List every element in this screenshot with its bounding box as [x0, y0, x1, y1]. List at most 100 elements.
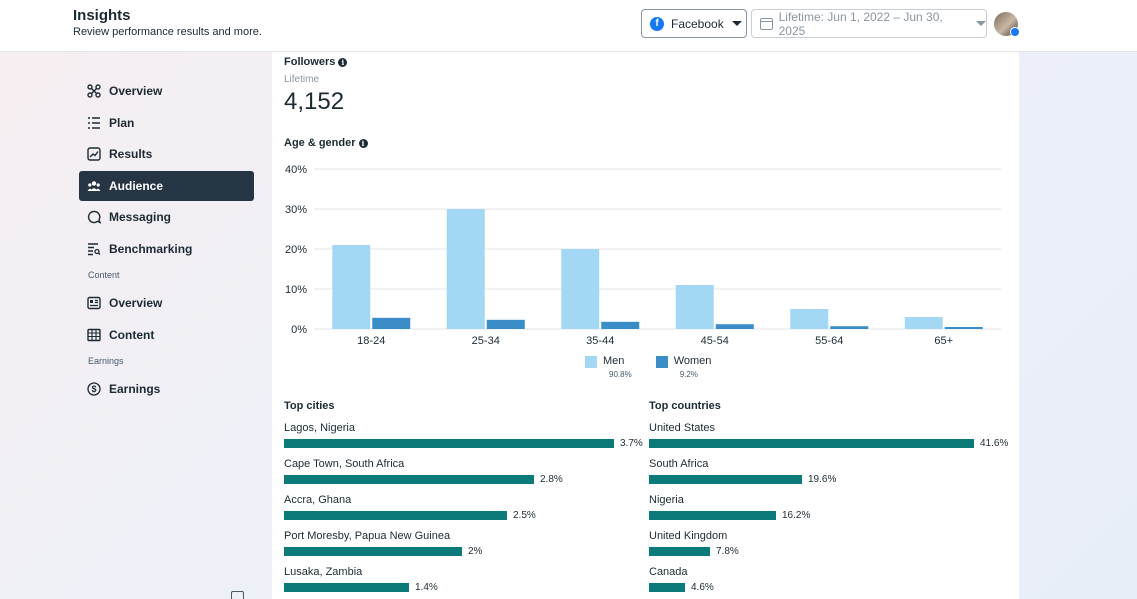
list-item: Lagos, Nigeria 3.7%	[284, 422, 644, 458]
bar-women	[486, 319, 525, 329]
list-item-bar	[284, 546, 462, 556]
list-item-value: 16.2%	[782, 509, 811, 521]
list-item-label: Port Moresby, Papua New Guinea	[284, 530, 451, 542]
x-tick-label: 45-54	[701, 335, 729, 347]
y-tick-label: 10%	[285, 284, 307, 296]
list-item: Port Moresby, Papua New Guinea 2%	[284, 530, 644, 566]
list-item-value: 7.8%	[716, 545, 739, 557]
list-item-bar	[649, 438, 974, 448]
platform-label: Facebook	[671, 16, 724, 31]
message-icon	[87, 210, 101, 225]
audience-panel: Followers i Lifetime 4,152 Age & gender i …	[272, 52, 1019, 599]
list-item: United States 41.6%	[649, 422, 1009, 458]
list-item-bar-wrap: 2.5%	[284, 508, 644, 522]
sidebar-item-content[interactable]: Content	[79, 320, 254, 350]
list-item-bar	[649, 510, 776, 520]
top-cities-list: Top cities Lagos, Nigeria 3.7% Cape Town, …	[284, 400, 644, 599]
list-item-bar-wrap: 16.2%	[649, 508, 1009, 522]
list-item-value: 41.6%	[980, 437, 1009, 449]
bar-men	[904, 317, 943, 329]
list-item-label: United Kingdom	[649, 530, 728, 542]
legend-label: Women	[673, 355, 712, 367]
sidebar-item-label: Earnings	[109, 381, 161, 396]
sidebar-item-content-overview[interactable]: Overview	[79, 288, 254, 318]
legend-swatch-men	[585, 356, 597, 368]
list-item-label: Lagos, Nigeria	[284, 422, 355, 434]
x-tick-label: 35-44	[586, 335, 614, 347]
list-item-label: Lusaka, Zambia	[284, 566, 363, 578]
y-tick-label: 0%	[291, 324, 307, 336]
list-item-bar-wrap: 19.6%	[649, 472, 1009, 486]
x-tick-label: 25-34	[472, 335, 500, 347]
list-item: Cape Town, South Africa 2.8%	[284, 458, 644, 494]
list-item-label: Nigeria	[649, 494, 684, 506]
list-item-value: 4.6%	[691, 581, 714, 593]
sidebar-item-label: Overview	[109, 84, 163, 98]
platform-dropdown[interactable]: f Facebook	[641, 9, 747, 38]
network-icon	[87, 84, 101, 98]
sidebar-item-results[interactable]: Results	[79, 139, 254, 169]
list-item-bar	[649, 474, 802, 484]
bar-women	[601, 321, 640, 329]
list-item-value: 3.7%	[620, 437, 643, 449]
facebook-icon: f	[650, 16, 664, 31]
info-icon[interactable]: i	[358, 139, 368, 148]
x-tick-label: 55-64	[815, 335, 843, 347]
list-item-bar-wrap: 2%	[284, 544, 644, 558]
list-item-label: Canada	[649, 566, 688, 578]
list-item-label: United States	[649, 422, 716, 434]
sidebar-item-plan[interactable]: Plan	[79, 108, 254, 138]
bar-women	[715, 324, 754, 329]
facebook-badge-icon	[1010, 27, 1020, 37]
sidebar-item-earnings[interactable]: $ Earnings	[79, 374, 254, 404]
info-icon[interactable]: i	[338, 58, 348, 67]
age-gender-chart: 40% 30% 20% 10% 0% 18-24 25-34 35-44 45-54 55-64 6…	[285, 164, 1001, 347]
date-range-label: Lifetime: Jun 1, 2022 – Jun 30, 2025	[778, 9, 943, 38]
bar-women	[372, 317, 411, 329]
date-range-dropdown[interactable]: Lifetime: Jun 1, 2022 – Jun 30, 2025	[751, 9, 987, 38]
list-item: Lusaka, Zambia 1.4%	[284, 566, 644, 599]
collapse-sidebar-icon[interactable]	[231, 591, 244, 599]
list-item-bar-wrap: 4.6%	[649, 580, 1009, 594]
age-gender-title: Age & gender	[284, 137, 356, 149]
sidebar-item-label: Benchmarking	[109, 241, 193, 256]
sidebar-item-label: Audience	[109, 178, 164, 193]
list-item-label: Accra, Ghana	[284, 494, 352, 506]
sidebar-item-benchmarking[interactable]: Benchmarking	[79, 234, 254, 264]
dollar-icon: $	[87, 381, 101, 396]
x-tick-label: 65+	[934, 335, 953, 347]
sidebar-item-overview[interactable]: Overview	[79, 76, 254, 106]
legend-item-men[interactable]: Men 90.8%	[585, 355, 632, 379]
bar-men	[790, 309, 829, 329]
sidebar-item-messaging[interactable]: Messaging	[79, 202, 254, 232]
sidebar-item-label: Plan	[109, 115, 135, 130]
legend-item-women[interactable]: Women 9.2%	[655, 355, 712, 379]
legend-pct: 90.8%	[609, 370, 632, 379]
benchmark-icon	[87, 242, 101, 256]
bar-men	[675, 285, 714, 329]
list-item-value: 2.8%	[540, 473, 563, 485]
calendar-icon	[760, 17, 773, 30]
sidebar-item-audience[interactable]: Audience	[79, 170, 254, 201]
chevron-down-icon	[976, 21, 986, 26]
list-item: Canada 4.6%	[649, 566, 1009, 599]
list-item-bar-wrap: 7.8%	[649, 544, 1009, 558]
y-tick-label: 40%	[285, 164, 307, 176]
bar-women	[944, 327, 983, 329]
age-gender-heading: Age & gender i	[284, 137, 368, 149]
sidebar-item-label: Messaging	[109, 210, 172, 225]
y-tick-label: 20%	[285, 244, 307, 256]
list-item: Accra, Ghana 2.5%	[284, 494, 644, 530]
page-subtitle: Review performance results and more.	[73, 26, 262, 38]
followers-title: Followers	[284, 56, 336, 68]
legend-swatch-women	[655, 356, 668, 368]
sidebar-item-label: Content	[109, 327, 155, 342]
list-item-label: South Africa	[649, 458, 709, 470]
bar-men	[332, 245, 371, 329]
list-item-bar	[649, 546, 710, 556]
bar-women	[830, 326, 869, 329]
list-item-bar-wrap: 2.8%	[284, 472, 644, 486]
bar-men	[446, 209, 485, 329]
list-item: United Kingdom 7.8%	[649, 530, 1009, 566]
list-item-bar-wrap: 1.4%	[284, 580, 644, 594]
